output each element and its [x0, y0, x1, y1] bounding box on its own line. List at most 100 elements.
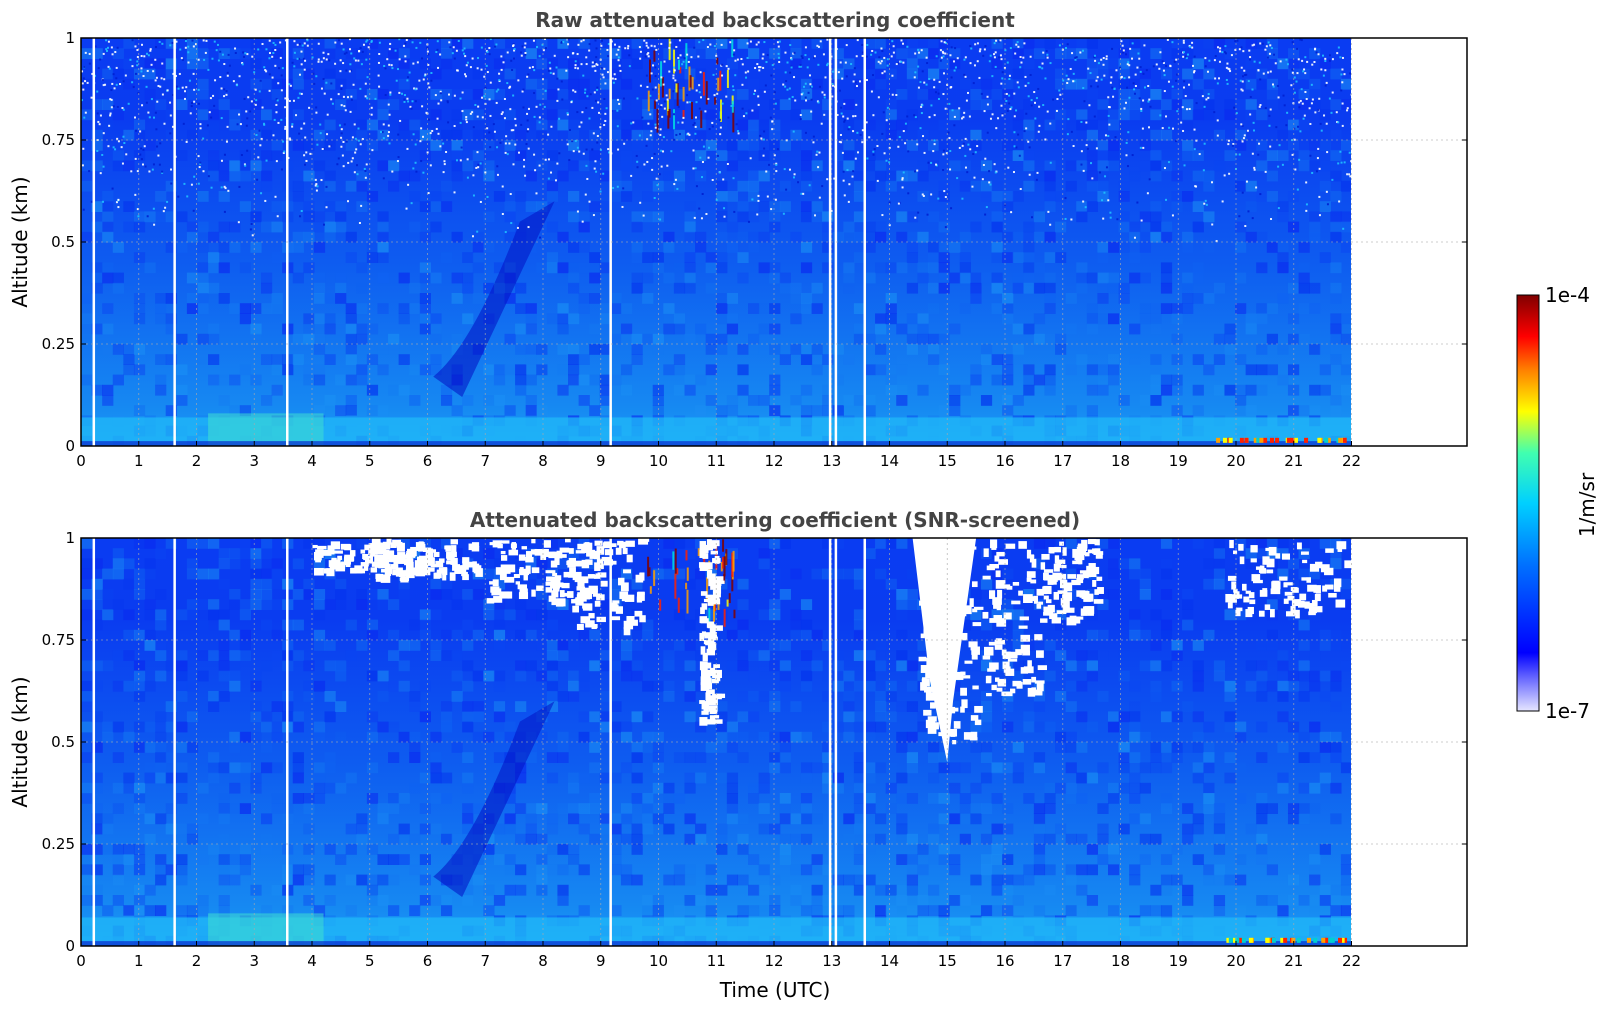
field-cell	[980, 180, 993, 192]
noise-speck	[1038, 105, 1041, 108]
noise-speck	[484, 86, 487, 89]
field-cell	[748, 395, 760, 406]
field-cell	[345, 231, 357, 243]
noise-speck	[84, 111, 87, 114]
noise-speck	[325, 206, 328, 209]
field-cell	[1171, 354, 1183, 365]
field-cell	[642, 333, 654, 345]
noise-speck	[1134, 84, 1137, 87]
field-cell	[832, 150, 844, 161]
field-cell	[652, 752, 664, 763]
noise-speck	[1008, 78, 1011, 81]
noise-speck	[209, 97, 212, 100]
noise-speck	[1247, 80, 1250, 83]
noise-speck	[950, 46, 953, 49]
noise-speck	[1251, 88, 1254, 91]
noise-speck	[1240, 123, 1243, 126]
noise-speck	[453, 57, 456, 60]
field-cell	[112, 721, 124, 733]
field-cell	[578, 303, 590, 314]
field-cell	[663, 660, 675, 672]
noise-speck	[853, 67, 856, 70]
field-cell	[324, 68, 336, 80]
field-cell	[1277, 129, 1289, 141]
field-cell	[260, 599, 273, 610]
field-cell	[811, 303, 823, 314]
field-cell	[578, 374, 590, 386]
noise-speck	[861, 129, 864, 132]
field-cell	[176, 762, 188, 774]
noise-speck	[291, 61, 294, 64]
field-cell	[493, 89, 506, 100]
noise-speck	[582, 39, 585, 42]
field-cell	[832, 68, 844, 80]
noise-speck	[1348, 151, 1351, 154]
noise-speck	[612, 186, 615, 189]
noise-speck	[1331, 91, 1334, 94]
field-cell	[525, 344, 537, 355]
field-cell	[1129, 48, 1141, 59]
field-cell	[546, 58, 559, 70]
field-cell	[483, 170, 495, 182]
noise-speck	[213, 40, 216, 43]
noise-speck	[154, 46, 157, 49]
field-cell	[197, 568, 209, 580]
noise-speck	[877, 96, 880, 99]
noise-speck	[715, 54, 718, 57]
noise-speck	[334, 41, 337, 44]
noise-speck	[1163, 90, 1166, 93]
field-cell	[81, 782, 93, 794]
field-cell	[1107, 242, 1120, 253]
field-cell	[250, 78, 262, 90]
field-cell	[515, 599, 527, 610]
noise-speck	[1165, 64, 1168, 67]
field-cell	[1319, 180, 1331, 192]
field-cell	[1086, 180, 1098, 192]
field-cell	[260, 303, 273, 314]
field-cell	[208, 691, 220, 702]
field-cell	[335, 48, 347, 59]
field-cell	[1192, 405, 1204, 416]
noise-speck	[556, 99, 559, 102]
noise-speck	[940, 40, 943, 43]
field-cell	[335, 221, 347, 233]
noise-speck	[152, 207, 155, 210]
surface-hotspot	[1244, 437, 1249, 443]
field-cell	[620, 180, 633, 192]
noise-speck	[404, 55, 407, 58]
field-cell	[917, 384, 929, 396]
field-cell	[1012, 109, 1024, 121]
field-cell	[716, 344, 728, 355]
noise-speck	[363, 167, 366, 170]
noise-speck	[1298, 158, 1301, 161]
noise-speck	[492, 123, 495, 126]
field-cell	[525, 303, 537, 314]
noise-speck	[489, 146, 492, 149]
noise-speck	[289, 138, 292, 141]
noise-speck	[437, 66, 440, 69]
noise-speck	[953, 115, 956, 118]
noise-speck	[364, 95, 367, 98]
noise-speck	[439, 90, 442, 93]
noise-speck	[412, 133, 415, 136]
field-cell	[239, 854, 251, 865]
noise-speck	[639, 201, 642, 204]
noise-speck	[181, 58, 184, 61]
noise-speck	[686, 94, 689, 97]
field-cell	[377, 242, 389, 253]
field-cell	[769, 272, 781, 284]
y-axis: 00.250.50.751	[42, 29, 1467, 455]
noise-speck	[512, 163, 515, 166]
field-cell	[218, 242, 230, 253]
field-cell	[155, 313, 167, 325]
field-cell	[303, 374, 315, 386]
noise-speck	[223, 153, 226, 156]
data-gap	[92, 38, 96, 446]
noise-speck	[881, 72, 884, 75]
field-cell	[769, 58, 781, 70]
noise-speck	[647, 52, 650, 55]
noise-speck	[159, 142, 162, 145]
field-cell	[642, 160, 654, 172]
field-cell	[462, 160, 474, 172]
field-cell	[525, 752, 537, 763]
